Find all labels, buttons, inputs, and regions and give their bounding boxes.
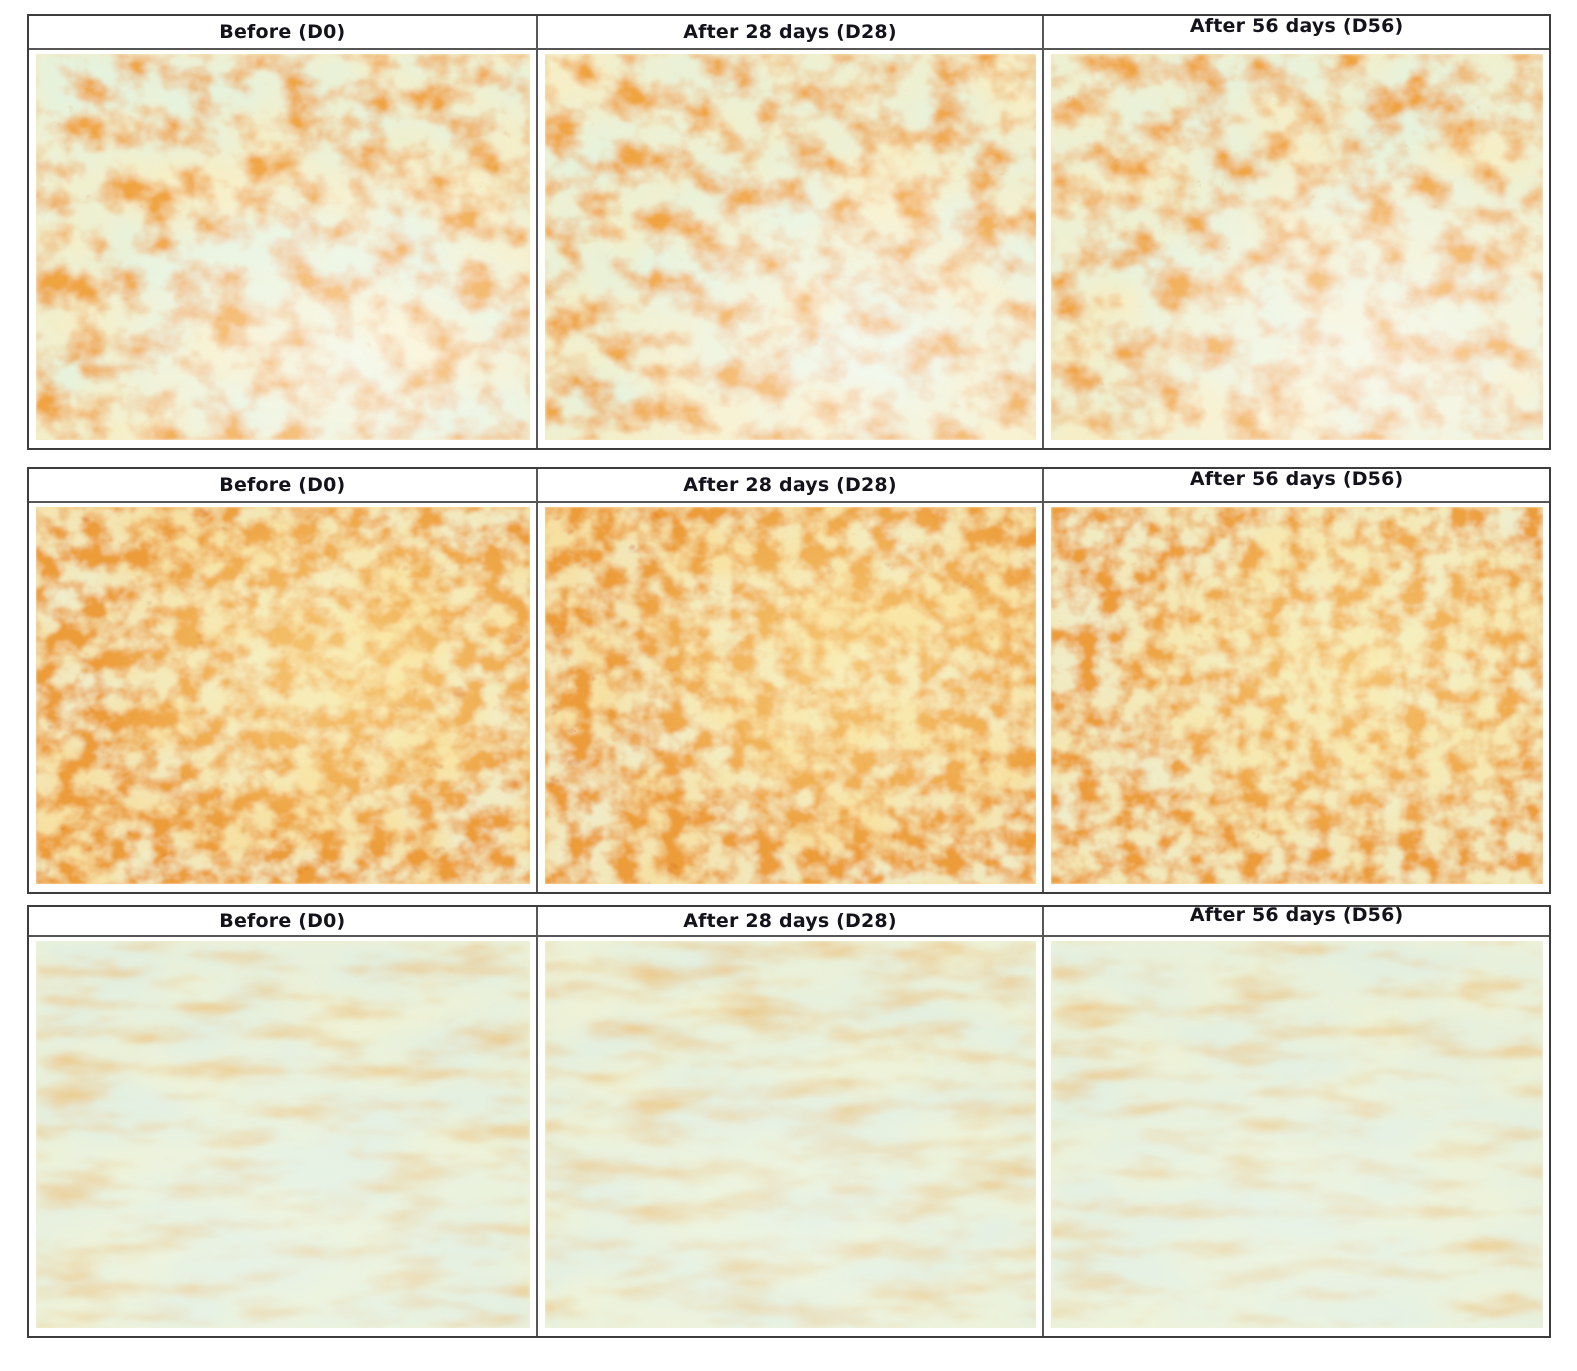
column-header-label: After 28 days (D28): [683, 21, 897, 43]
header-row: Before (D0) After 28 days (D28) After 56…: [29, 15, 1549, 50]
column-header-before-d0: Before (D0): [29, 469, 536, 501]
column-header-after-d28: After 28 days (D28): [535, 907, 1043, 935]
photo-cell: [535, 50, 1043, 448]
column-header-before-d0: Before (D0): [29, 16, 536, 48]
subject-block-1: Before (D0) After 28 days (D28) After 56…: [27, 14, 1551, 450]
skin-photo-subject2-after-d56: [1051, 507, 1543, 884]
photo-cell: [535, 937, 1043, 1336]
column-header-after-d28: After 28 days (D28): [535, 469, 1043, 501]
skin-photo-subject3-before-d0: [36, 941, 530, 1328]
column-header-label: Before (D0): [219, 474, 346, 496]
photo-cell: [29, 937, 536, 1336]
photo-row: [29, 937, 1549, 1336]
photo-cell: [1042, 50, 1549, 448]
skin-photo-subject2-before-d0: [36, 507, 530, 884]
skin-photo-subject3-after-d56: [1051, 941, 1543, 1328]
header-row: Before (D0) After 28 days (D28) After 56…: [29, 904, 1549, 937]
column-header-after-d56: After 56 days (D56): [1042, 468, 1549, 501]
skin-photo-subject3-after-d28: [544, 941, 1037, 1328]
photo-cell: [29, 50, 536, 448]
column-header-label: After 56 days (D56): [1189, 468, 1404, 490]
skin-photo-subject1-before-d0: [36, 54, 530, 440]
skin-photo-subject1-after-d56: [1051, 54, 1543, 440]
photo-row: [29, 503, 1549, 892]
column-header-before-d0: Before (D0): [29, 907, 536, 935]
column-header-label: After 56 days (D56): [1189, 15, 1404, 37]
photo-cell: [1042, 937, 1549, 1336]
column-header-label: After 56 days (D56): [1189, 904, 1404, 926]
column-header-label: After 28 days (D28): [683, 910, 897, 932]
column-header-after-d28: After 28 days (D28): [535, 16, 1043, 48]
photo-cell: [29, 503, 536, 892]
column-header-after-d56: After 56 days (D56): [1042, 15, 1549, 48]
subject-block-2: Before (D0) After 28 days (D28) After 56…: [27, 467, 1551, 894]
photo-cell: [1042, 503, 1549, 892]
photo-cell: [535, 503, 1043, 892]
photo-row: [29, 50, 1549, 448]
header-row: Before (D0) After 28 days (D28) After 56…: [29, 468, 1549, 503]
figure-page: Before (D0) After 28 days (D28) After 56…: [0, 14, 1577, 1338]
subject-block-3: Before (D0) After 28 days (D28) After 56…: [27, 904, 1551, 1338]
skin-photo-subject1-after-d28: [544, 54, 1037, 440]
column-header-label: Before (D0): [219, 910, 346, 932]
column-header-after-d56: After 56 days (D56): [1042, 904, 1549, 935]
skin-photo-subject2-after-d28: [544, 507, 1037, 884]
column-header-label: After 28 days (D28): [683, 474, 897, 496]
column-header-label: Before (D0): [219, 21, 346, 43]
